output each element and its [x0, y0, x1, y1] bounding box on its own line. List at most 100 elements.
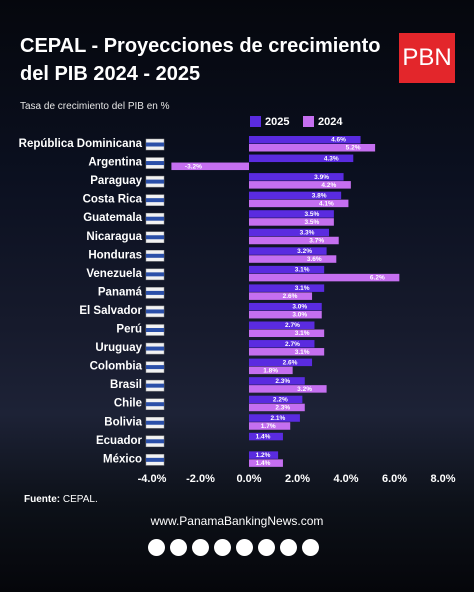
bar	[249, 191, 342, 200]
flag-stripe	[146, 179, 164, 184]
bar	[249, 228, 330, 237]
bar	[249, 265, 325, 274]
value-label: 3.3%	[300, 229, 315, 236]
value-label: 3.0%	[292, 312, 307, 319]
value-label: 3.1%	[295, 267, 310, 274]
value-label: 1.8%	[263, 367, 278, 374]
flag-stripe	[146, 309, 164, 314]
bar	[249, 377, 305, 385]
icon[interactable]	[280, 539, 297, 556]
value-label: 4.3%	[324, 155, 339, 162]
value-label: 4.6%	[331, 137, 346, 144]
logo: PBN	[399, 33, 455, 83]
flag-stripe	[146, 142, 164, 147]
category-label: Panamá	[98, 286, 143, 298]
value-label: 1.4%	[256, 434, 271, 441]
icon[interactable]	[302, 539, 319, 556]
bar	[249, 154, 354, 163]
legend-label: 2024	[318, 116, 343, 128]
value-label: 3.2%	[297, 248, 312, 255]
value-label: 6.2%	[370, 275, 385, 282]
category-label: Argentina	[88, 157, 142, 169]
bar	[249, 210, 334, 218]
bar	[249, 329, 325, 337]
flag-stripe	[146, 383, 164, 388]
value-label: 4.1%	[319, 200, 334, 207]
flag-stripe	[146, 161, 164, 166]
flag-stripe	[146, 253, 164, 258]
icon[interactable]	[258, 539, 275, 556]
value-label: 2.6%	[283, 293, 298, 300]
bar	[249, 451, 279, 459]
value-label: 3.2%	[297, 386, 312, 393]
value-label: 3.9%	[314, 174, 329, 181]
bar	[249, 199, 349, 208]
bar	[249, 348, 325, 356]
x-tick-label: 4.0%	[333, 473, 358, 485]
icon[interactable]	[192, 539, 209, 556]
category-label: México	[103, 453, 142, 465]
bar	[249, 284, 325, 292]
value-label: 3.7%	[309, 237, 324, 244]
chart-subtitle: Tasa de crecimiento del PIB en %	[20, 101, 170, 112]
category-label: Honduras	[88, 249, 142, 261]
bar	[171, 162, 249, 171]
x-tick-label: 2.0%	[285, 473, 310, 485]
bar	[249, 218, 334, 226]
bar	[249, 247, 327, 255]
bar	[249, 414, 300, 422]
bar	[249, 292, 313, 300]
value-label: 2.2%	[273, 396, 288, 403]
value-label: 3.6%	[307, 256, 322, 263]
category-label: República Dominicana	[19, 138, 143, 150]
value-label: 1.7%	[261, 423, 276, 430]
social-icons	[148, 539, 319, 556]
bar	[249, 385, 327, 393]
icon[interactable]	[170, 539, 187, 556]
flag-stripe	[146, 272, 164, 277]
value-label: 3.1%	[295, 285, 310, 292]
flag-stripe	[146, 328, 164, 332]
value-label: 3.5%	[304, 219, 319, 226]
icon[interactable]	[148, 539, 165, 556]
flag-stripe	[146, 439, 164, 444]
bar	[249, 321, 315, 329]
bar	[249, 255, 337, 263]
category-label: Uruguay	[95, 342, 142, 354]
category-label: Venezuela	[86, 268, 142, 280]
category-label: Bolivia	[104, 416, 142, 428]
bar	[249, 403, 305, 412]
flag-stripe	[146, 235, 164, 240]
value-label: 2.3%	[275, 404, 290, 411]
bar	[249, 432, 283, 441]
legend-swatch	[303, 116, 314, 127]
flag-stripe	[146, 290, 164, 295]
website: www.PanamaBankingNews.com	[150, 514, 324, 528]
bar	[249, 395, 303, 404]
value-label: 2.7%	[285, 341, 300, 348]
bar	[249, 358, 313, 367]
x-tick-label: -2.0%	[186, 473, 215, 485]
source-text: CEPAL.	[62, 494, 98, 505]
value-label: 2.3%	[275, 378, 290, 385]
legend-label: 2025	[265, 116, 289, 128]
chart-title: CEPAL - Proyecciones de crecimiento del …	[20, 35, 381, 85]
value-label: 1.4%	[256, 460, 271, 467]
value-label: 3.1%	[295, 330, 310, 337]
bar	[249, 310, 322, 319]
bar	[249, 236, 339, 245]
flag-stripe	[146, 346, 164, 351]
icon[interactable]	[236, 539, 253, 556]
bar	[249, 422, 291, 430]
value-label: 2.6%	[283, 359, 298, 366]
value-label: 3.8%	[312, 192, 327, 199]
bar	[249, 366, 293, 375]
flag-stripe	[146, 457, 164, 462]
icon[interactable]	[214, 539, 231, 556]
category-label: Ecuador	[96, 435, 143, 447]
bar	[249, 340, 315, 348]
bar	[249, 136, 361, 144]
bar	[249, 181, 351, 189]
